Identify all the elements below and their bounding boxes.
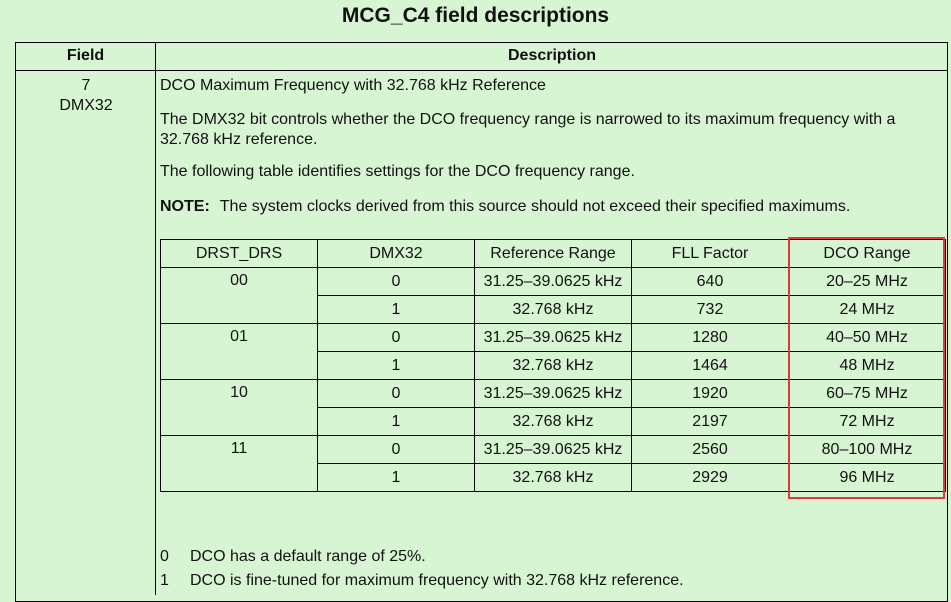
reference-range-cell: 31.25–39.0625 kHz bbox=[474, 267, 632, 296]
header-divider bbox=[15, 70, 948, 71]
col-header-dco-range: DCO Range bbox=[788, 239, 946, 268]
fll-factor-cell: 2197 bbox=[631, 407, 789, 436]
reference-range-cell: 31.25–39.0625 kHz bbox=[474, 323, 632, 352]
reference-range-cell: 32.768 kHz bbox=[474, 407, 632, 436]
value-code: 0 bbox=[160, 548, 169, 565]
dmx32-cell: 0 bbox=[317, 435, 475, 464]
table-row: 1 32.768 kHz 1464 48 MHz bbox=[161, 351, 946, 380]
value-row-1: 1 DCO is fine-tuned for maximum frequency… bbox=[160, 571, 684, 591]
field-bit: 7 bbox=[81, 77, 91, 94]
reference-range-cell: 32.768 kHz bbox=[474, 351, 632, 380]
dmx32-cell: 1 bbox=[317, 463, 475, 492]
dco-range-cell: 96 MHz bbox=[788, 463, 946, 492]
col-header-fll-factor: FLL Factor bbox=[631, 239, 789, 268]
dmx32-cell: 0 bbox=[317, 379, 475, 408]
drst-drs-cell: 10 bbox=[160, 379, 318, 436]
drst-drs-cell: 11 bbox=[160, 435, 318, 492]
header-description: Description bbox=[507, 47, 596, 64]
table-row: 10 0 31.25–39.0625 kHz 1920 60–75 MHz bbox=[160, 379, 946, 436]
note-label: NOTE: bbox=[160, 198, 210, 215]
reference-range-cell: 32.768 kHz bbox=[474, 463, 632, 492]
dco-range-cell: 72 MHz bbox=[788, 407, 946, 436]
field-name: DMX32 bbox=[59, 97, 113, 114]
dmx32-cell: 0 bbox=[317, 323, 475, 352]
fll-factor-cell: 640 bbox=[631, 267, 789, 296]
note: NOTE: The system clocks derived from this… bbox=[160, 197, 850, 217]
dco-range-cell: 24 MHz bbox=[788, 295, 946, 324]
column-divider bbox=[155, 42, 156, 595]
reference-range-cell: 31.25–39.0625 kHz bbox=[474, 379, 632, 408]
drst-drs-cell: 00 bbox=[160, 267, 318, 324]
table-row: 1 32.768 kHz 2929 96 MHz bbox=[161, 463, 946, 492]
col-header-dmx32: DMX32 bbox=[317, 239, 475, 268]
value-text: DCO has a default range of 25%. bbox=[190, 548, 426, 565]
description-para1-line2: 32.768 kHz reference. bbox=[160, 131, 318, 148]
drst-drs-cell: 01 bbox=[160, 323, 318, 380]
fll-factor-cell: 2560 bbox=[631, 435, 789, 464]
dco-range-table: DRST_DRS DMX32 Reference Range FLL Facto… bbox=[160, 239, 946, 492]
dco-range-cell: 80–100 MHz bbox=[788, 435, 946, 464]
header-field: Field bbox=[66, 47, 105, 64]
fll-factor-cell: 1920 bbox=[631, 379, 789, 408]
reference-range-cell: 32.768 kHz bbox=[474, 295, 632, 324]
dco-range-cell: 40–50 MHz bbox=[788, 323, 946, 352]
dco-range-cell: 60–75 MHz bbox=[788, 379, 946, 408]
fll-factor-cell: 732 bbox=[631, 295, 789, 324]
dco-table-header-row: DRST_DRS DMX32 Reference Range FLL Facto… bbox=[160, 239, 946, 268]
dmx32-cell: 0 bbox=[317, 267, 475, 296]
dmx32-cell: 1 bbox=[317, 295, 475, 324]
table-row: 00 0 31.25–39.0625 kHz 640 20–25 MHz bbox=[160, 267, 946, 324]
col-header-drst-drs: DRST_DRS bbox=[160, 239, 318, 268]
fll-factor-cell: 2929 bbox=[631, 463, 789, 492]
description-heading: DCO Maximum Frequency with 32.768 kHz Re… bbox=[160, 77, 546, 94]
dco-range-cell: 20–25 MHz bbox=[788, 267, 946, 296]
value-row-0: 0 DCO has a default range of 25%. bbox=[160, 547, 426, 567]
description-para2: The following table identifies settings … bbox=[160, 163, 635, 180]
value-text: DCO is fine-tuned for maximum frequency … bbox=[190, 572, 684, 589]
dco-range-cell: 48 MHz bbox=[788, 351, 946, 380]
description-para1-line1: The DMX32 bit controls whether the DCO f… bbox=[160, 111, 896, 128]
table-row: 11 0 31.25–39.0625 kHz 2560 80–100 MHz bbox=[160, 435, 946, 492]
table-row: 01 0 31.25–39.0625 kHz 1280 40–50 MHz bbox=[160, 323, 946, 380]
reference-range-cell: 31.25–39.0625 kHz bbox=[474, 435, 632, 464]
fll-factor-cell: 1464 bbox=[631, 351, 789, 380]
dmx32-cell: 1 bbox=[317, 407, 475, 436]
table-row: 1 32.768 kHz 2197 72 MHz bbox=[161, 407, 946, 436]
value-code: 1 bbox=[160, 572, 169, 589]
dmx32-cell: 1 bbox=[317, 351, 475, 380]
note-text: The system clocks derived from this sour… bbox=[219, 198, 851, 215]
page-title: MCG_C4 field descriptions bbox=[341, 4, 610, 27]
col-header-reference-range: Reference Range bbox=[474, 239, 632, 268]
fll-factor-cell: 1280 bbox=[631, 323, 789, 352]
